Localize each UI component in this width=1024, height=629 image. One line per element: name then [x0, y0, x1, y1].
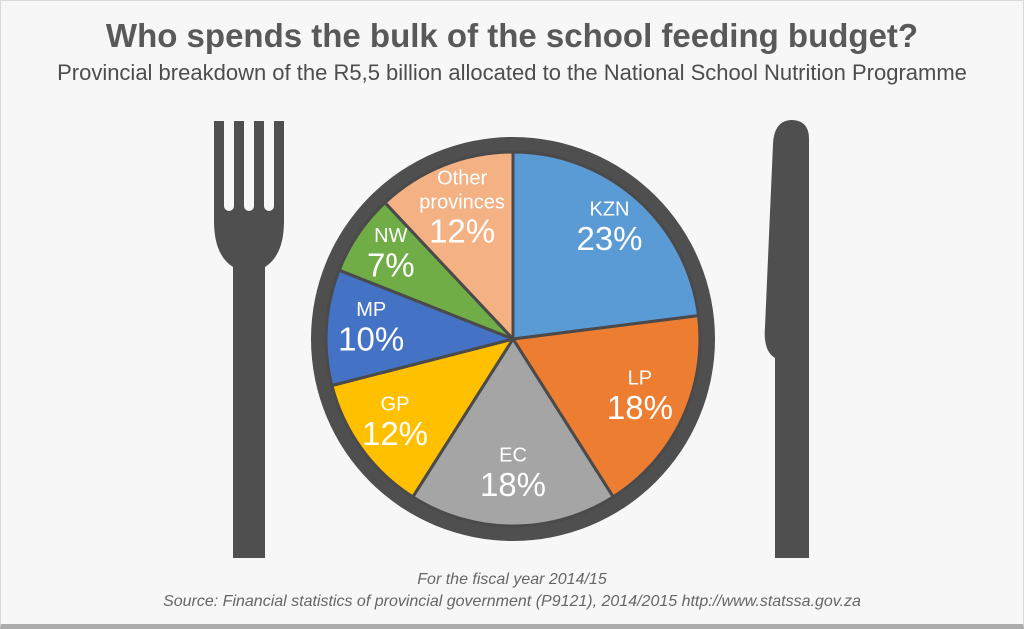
pie-label-nw: NW 7%: [367, 225, 415, 283]
chart-footnote: For the fiscal year 2014/15: [417, 571, 607, 588]
knife-icon: [764, 120, 809, 558]
page-title: Who spends the bulk of the school feedin…: [105, 17, 919, 54]
pie-slice-mp: [324, 268, 515, 387]
pie-chart: KZN 23% LP 18% EC 18% GP 12% MP 10% NW 7%Other provi…: [311, 137, 715, 541]
pie-slice-other-provinces: [383, 150, 515, 341]
pie-slice-gp: [330, 337, 515, 499]
knife-shape: [764, 120, 809, 558]
pie-label-kzn: KZN 23%: [576, 199, 642, 257]
chart-source: Source: Financial statistics of provinci…: [163, 593, 861, 610]
pie-slice-ec: [411, 337, 615, 528]
page-subtitle: Provincial breakdown of the R5,5 billion…: [57, 60, 967, 85]
pie-label-gp: GP 12%: [362, 394, 428, 452]
fork-icon: [214, 121, 284, 558]
pie-slice-kzn: [511, 150, 700, 341]
pie-slice-lp: [511, 314, 702, 499]
pie-label-other-provinces: Other provinces 12%: [419, 167, 505, 249]
pie-label-mp: MP 10%: [338, 299, 404, 357]
fork-shape: [214, 121, 284, 558]
pie-label-ec: EC 18%: [480, 445, 546, 503]
pie-label-lp: LP 18%: [607, 368, 673, 426]
